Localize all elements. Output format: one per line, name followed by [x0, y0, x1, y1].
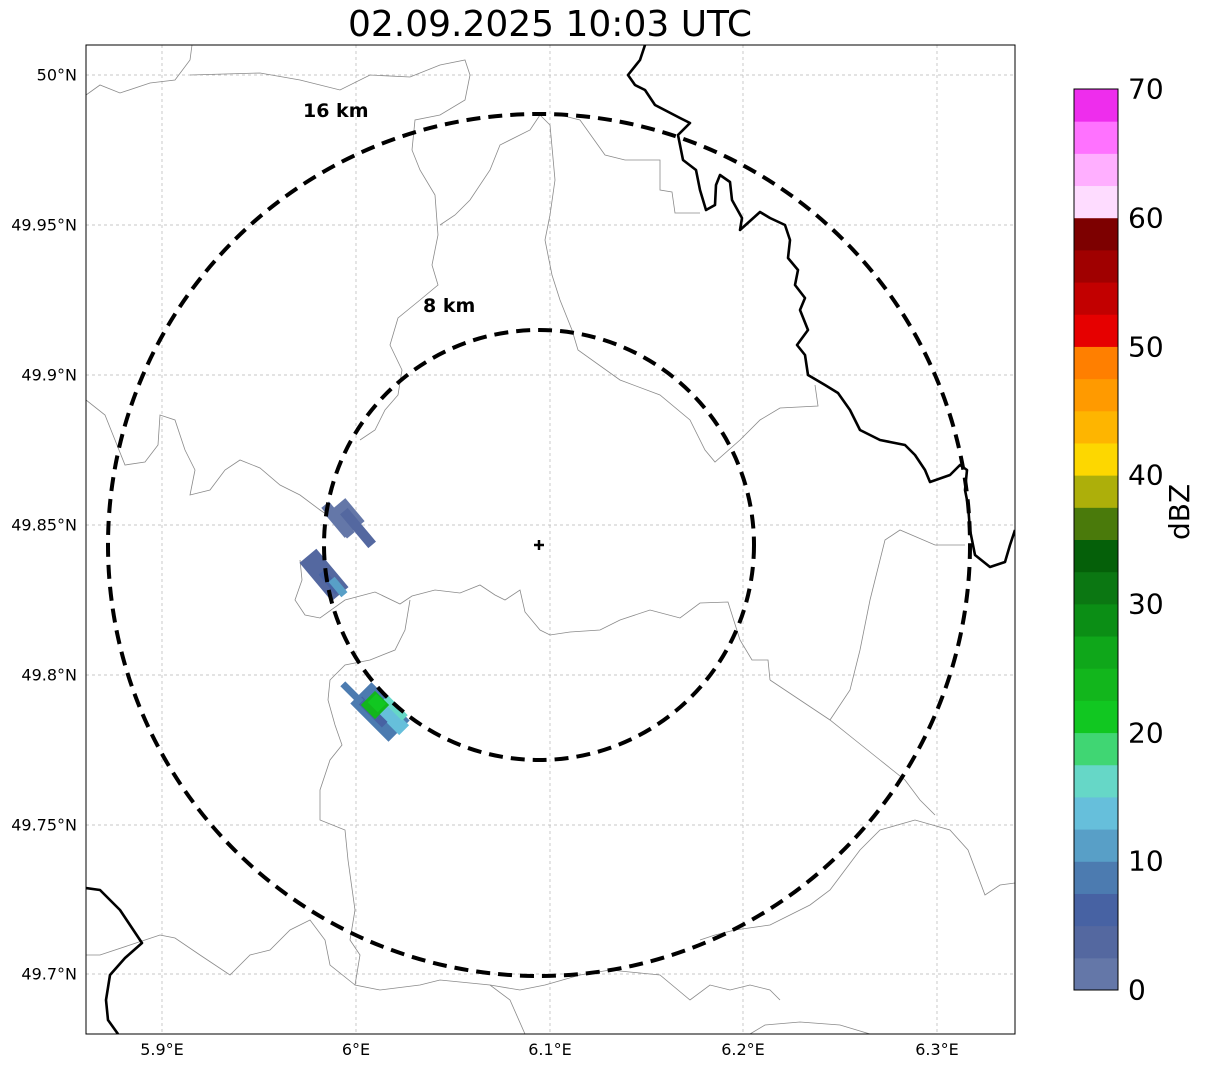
colorbar-segment: [1074, 700, 1118, 734]
admin-boundaries: [86, 45, 1015, 1034]
colorbar-segment: [1074, 764, 1118, 798]
colorbar-tick-0: 0: [1128, 973, 1146, 1007]
colorbar-segment: [1074, 346, 1118, 380]
colorbar-segment: [1074, 121, 1118, 154]
colorbar-segment: [1074, 185, 1118, 219]
lat-tick-49.85: 49.85°N: [11, 515, 77, 535]
map-frame: [85, 44, 1016, 1035]
colorbar-tick-10: 10: [1128, 844, 1164, 878]
lon-tick-6.3: 6.3°E: [915, 1040, 959, 1059]
radar-site-marker: [534, 540, 544, 550]
radar-echo-cell: [382, 695, 408, 721]
radar-echo-cell: [328, 576, 348, 598]
colorbar-tick-40: 40: [1128, 458, 1164, 492]
colorbar-segment: [1074, 442, 1118, 476]
colorbar-frame: [1073, 88, 1119, 991]
colorbar-segment: [1074, 314, 1118, 347]
colorbar-segment: [1074, 249, 1118, 283]
colorbar-segment: [1074, 507, 1118, 540]
map-title: 02.09.2025 10:03 UTC: [347, 4, 753, 45]
lat-tick-50: 50°N: [36, 65, 77, 85]
colorbar-segment: [1074, 861, 1118, 894]
colorbar-segment: [1074, 957, 1118, 991]
lat-tick-49.75: 49.75°N: [11, 815, 77, 835]
range-ring-16km: [106, 112, 972, 978]
lon-tick-6.2: 6.2°E: [721, 1040, 765, 1059]
ring-label-8km: 8 km: [423, 295, 475, 317]
colorbar-segment: [1074, 378, 1118, 412]
colorbar-segment: [1074, 571, 1118, 605]
radar-echo-cell: [340, 507, 376, 549]
colorbar-tick-70: 70: [1128, 72, 1164, 106]
radar-echoes: [299, 498, 410, 742]
colorbar-segment: [1074, 829, 1118, 862]
range-ring-8km: [322, 328, 756, 762]
colorbar-label: dBZ: [1163, 483, 1196, 540]
colorbar-segment: [1074, 282, 1118, 315]
colorbar: [1074, 89, 1118, 991]
colorbar-segment: [1074, 89, 1118, 122]
radar-echo-cell: [340, 681, 364, 705]
colorbar-segment: [1074, 153, 1118, 187]
colorbar-segment: [1074, 603, 1118, 637]
colorbar-segment: [1074, 539, 1118, 573]
colorbar-segment: [1074, 796, 1118, 830]
lon-tick-5.9: 5.9°E: [140, 1040, 184, 1059]
lat-tick-49.95: 49.95°N: [11, 215, 77, 235]
radar-echo-cell: [321, 501, 355, 539]
lat-tick-49.7: 49.7°N: [21, 964, 77, 984]
national-borders: [86, 45, 1015, 1034]
lat-tick-49.8: 49.8°N: [21, 665, 77, 685]
colorbar-segment: [1074, 410, 1118, 444]
colorbar-segment: [1074, 636, 1118, 669]
lat-tick-49.9: 49.9°N: [21, 365, 77, 385]
colorbar-segment: [1074, 893, 1118, 927]
colorbar-tick-50: 50: [1128, 330, 1164, 364]
colorbar-segment: [1074, 217, 1118, 251]
ring-label-16km: 16 km: [303, 100, 369, 122]
colorbar-tick-30: 30: [1128, 587, 1164, 621]
lon-tick-6.1: 6.1°E: [528, 1040, 572, 1059]
colorbar-segment: [1074, 668, 1118, 701]
range-rings: [106, 112, 972, 978]
map-gridlines: [86, 45, 1015, 1034]
colorbar-segment: [1074, 732, 1118, 766]
colorbar-tick-60: 60: [1128, 201, 1164, 235]
radar-echo-cell: [367, 693, 387, 713]
colorbar-tick-20: 20: [1128, 716, 1164, 750]
colorbar-segment: [1074, 925, 1118, 959]
colorbar-segment: [1074, 475, 1118, 508]
lon-tick-6.0: 6°E: [341, 1040, 371, 1059]
